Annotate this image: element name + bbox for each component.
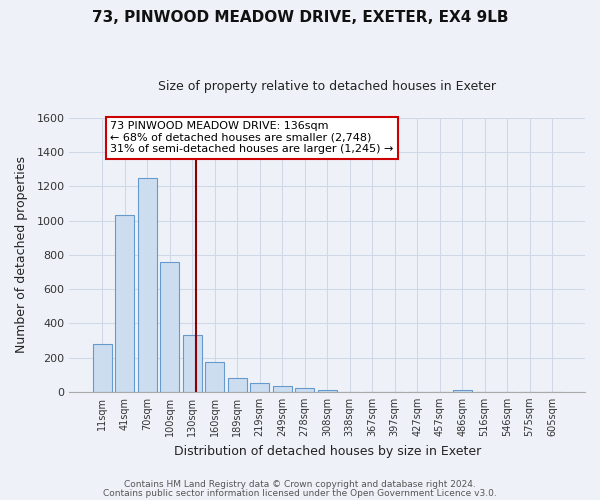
Bar [93,344,112,392]
Bar [205,362,224,392]
Bar [115,214,134,392]
X-axis label: Distribution of detached houses by size in Exeter: Distribution of detached houses by size … [173,444,481,458]
Bar [317,390,337,392]
Bar [160,262,179,392]
Bar [295,388,314,392]
Y-axis label: Number of detached properties: Number of detached properties [15,156,28,354]
Bar [272,386,292,392]
Text: 73, PINWOOD MEADOW DRIVE, EXETER, EX4 9LB: 73, PINWOOD MEADOW DRIVE, EXETER, EX4 9L… [92,10,508,25]
Text: 73 PINWOOD MEADOW DRIVE: 136sqm
← 68% of detached houses are smaller (2,748)
31%: 73 PINWOOD MEADOW DRIVE: 136sqm ← 68% of… [110,121,394,154]
Bar [452,390,472,392]
Bar [138,178,157,392]
Text: Contains public sector information licensed under the Open Government Licence v3: Contains public sector information licen… [103,488,497,498]
Title: Size of property relative to detached houses in Exeter: Size of property relative to detached ho… [158,80,496,93]
Bar [182,336,202,392]
Bar [250,383,269,392]
Bar [227,378,247,392]
Text: Contains HM Land Registry data © Crown copyright and database right 2024.: Contains HM Land Registry data © Crown c… [124,480,476,489]
